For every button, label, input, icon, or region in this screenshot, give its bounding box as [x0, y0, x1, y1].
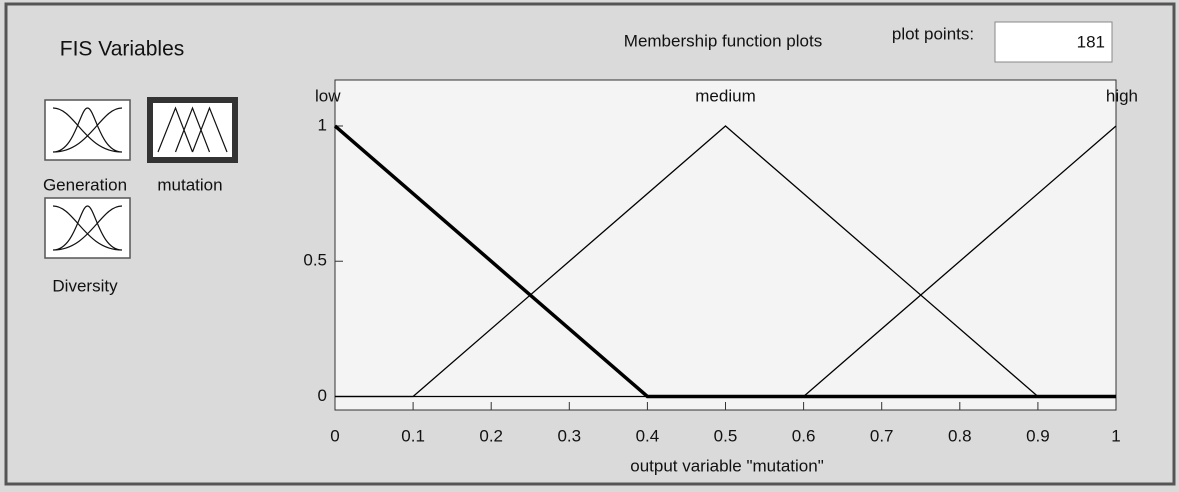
y-tick-label: 0.5 [303, 251, 327, 270]
x-tick-label: 1 [1111, 426, 1120, 445]
variable-icon-curves [52, 107, 123, 153]
variable-icon-curves [157, 106, 228, 153]
x-tick-label: 0.4 [636, 426, 660, 445]
variable-icon[interactable] [147, 97, 238, 163]
variable-label[interactable]: mutation [157, 175, 222, 194]
variable-icon-curves [52, 205, 123, 251]
variable-label[interactable]: Generation [43, 175, 127, 194]
x-tick-label: 0.2 [479, 426, 503, 445]
x-tick-label: 0 [330, 426, 339, 445]
plot-area [334, 79, 1117, 411]
frame [4, 2, 1176, 486]
y-tick-label: 0 [318, 386, 327, 405]
x-tick-label: 0.6 [792, 426, 816, 445]
variable-label[interactable]: Diversity [52, 276, 118, 295]
variable-icon[interactable] [44, 99, 131, 161]
series-label: low [315, 86, 341, 105]
plot-points-label: plot points: [892, 24, 974, 43]
x-tick-label: 0.1 [401, 426, 425, 445]
x-tick-label: 0.8 [948, 426, 972, 445]
series-label: high [1106, 86, 1138, 105]
x-tick-label: 0.3 [557, 426, 581, 445]
x-tick-label: 0.5 [714, 426, 738, 445]
series-label: medium [695, 86, 755, 105]
membership-line [335, 125, 1117, 398]
plot-points-input[interactable] [994, 21, 1113, 63]
x-tick-label: 0.9 [1026, 426, 1050, 445]
plot-points-value[interactable]: 181 [1077, 32, 1105, 51]
chart-title: Membership function plots [624, 31, 822, 50]
x-tick-label: 0.7 [870, 426, 894, 445]
y-tick-label: 1 [318, 115, 327, 134]
panel-title: FIS Variables [60, 38, 185, 61]
variable-icon[interactable] [44, 197, 131, 259]
x-axis-label: output variable "mutation" [630, 456, 824, 475]
